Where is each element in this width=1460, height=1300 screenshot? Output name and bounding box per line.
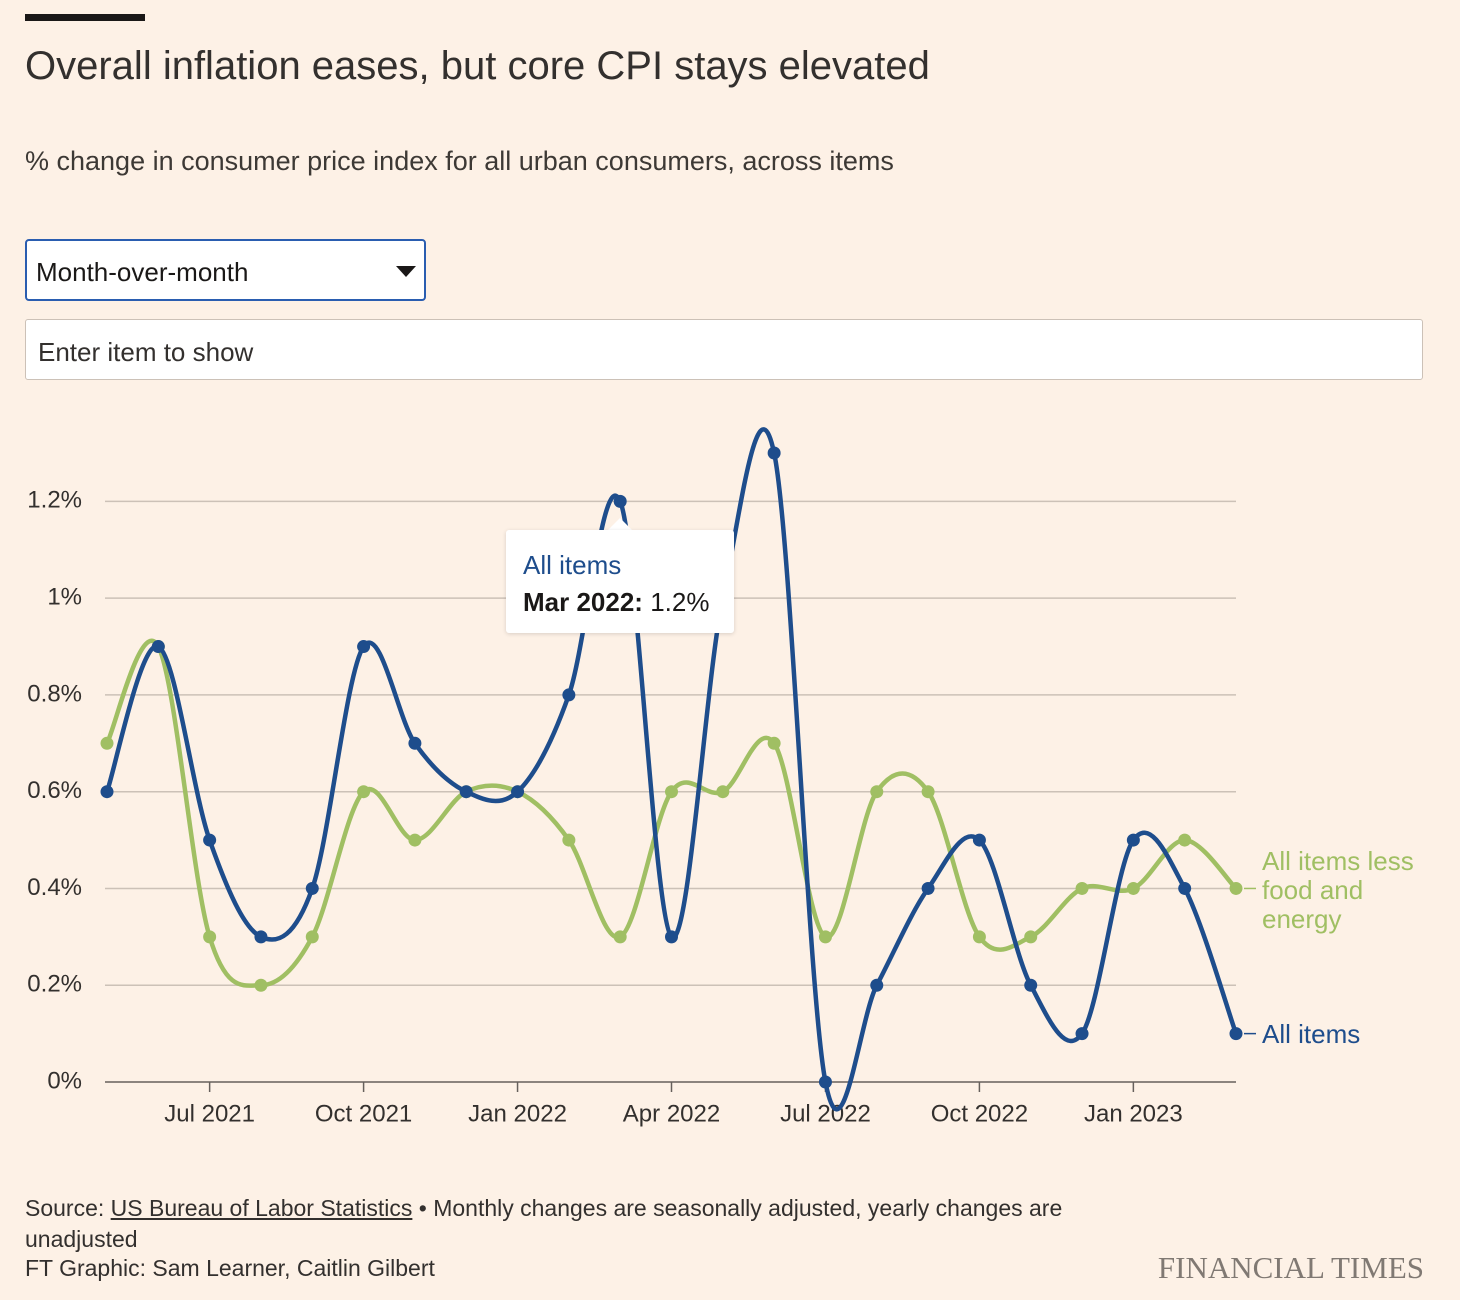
data-point [665,785,678,799]
y-tick-label: 1% [47,583,82,610]
data-point [870,785,884,799]
data-point [305,881,319,895]
y-tick-label: 0.8% [27,680,82,707]
y-tick-label: 0% [47,1067,82,1094]
tooltip-value: Mar 2022: 1.2% [523,587,709,618]
data-point [254,930,268,944]
subtitle: % change in consumer price index for all… [25,146,894,176]
data-point [1075,881,1089,895]
series-label: All items [1262,1019,1361,1049]
data-point [203,833,217,847]
data-point [1229,881,1243,895]
data-point [613,930,627,944]
data-point [100,736,114,750]
data-point [1178,833,1192,847]
data-point [870,978,884,992]
data-point [357,640,371,654]
credit: FT Graphic: Sam Learner, Caitlin Gilbert [25,1255,435,1281]
data-point [1075,1027,1089,1041]
data-point [665,930,678,944]
series-label: All items less food and energy [1262,846,1414,934]
dropdown-label: Month-over-month [36,257,249,287]
data-point [511,785,525,799]
data-point [254,978,268,992]
data-point [1126,881,1140,895]
x-tick-label: Jan 2023 [1084,1100,1183,1127]
x-tick-label: Jan 2022 [468,1100,567,1127]
title: Overall inflation eases, but core CPI st… [25,44,930,88]
x-tick-label: Oct 2021 [315,1100,412,1127]
caret [396,266,416,277]
data-point [716,785,730,799]
y-tick-label: 0.4% [27,874,82,901]
source-label: Source: [25,1195,105,1221]
search-input[interactable]: Enter item to show [25,319,1423,380]
data-point [408,833,422,847]
tooltip-date: Mar 2022: [523,587,643,617]
data-point [562,833,576,847]
data-point [305,930,319,944]
data-point [1126,833,1140,847]
data-point [357,785,371,799]
dropdown[interactable]: Month-over-month [25,239,426,301]
data-point [1178,881,1192,895]
data-point [921,881,935,895]
tooltip-arrow [608,518,632,530]
x-tick-label: Apr 2022 [623,1100,720,1127]
x-tick-label: Jul 2022 [780,1100,871,1127]
source-link[interactable]: US Bureau of Labor Statistics [110,1195,413,1221]
data-point [408,736,422,750]
tooltip-series: All items [523,550,622,580]
data-point [767,446,781,460]
data-point [818,930,832,944]
data-point [151,640,165,654]
data-point [459,785,473,799]
brand: FINANCIAL TIMES [1157,1250,1424,1285]
x-tick-label: Oct 2022 [931,1100,1028,1127]
data-point [1024,930,1038,944]
data-point [1229,1027,1243,1041]
data-point [767,736,781,750]
data-point [972,833,986,847]
tooltip-number: 1.2% [650,587,710,617]
data-point [972,930,986,944]
data-point [921,785,935,799]
tooltip: All items Mar 2022: 1.2% [506,530,734,633]
data-point [562,688,576,702]
note: • Monthly changes are seasonally adjuste… [25,1195,1063,1252]
y-tick-label: 1.2% [27,487,82,514]
top-bar [25,14,145,21]
y-tick-label: 0.6% [27,777,82,804]
data-point [818,1075,832,1089]
data-point [613,494,627,508]
placeholder: Enter item to show [38,337,254,367]
data-point [1024,978,1038,992]
y-tick-label: 0.2% [27,971,82,998]
x-tick-label: Jul 2021 [164,1100,255,1127]
footer-note: Source: US Bureau of Labor Statistics • … [25,1193,1065,1255]
data-point [100,785,114,799]
data-point [203,930,217,944]
